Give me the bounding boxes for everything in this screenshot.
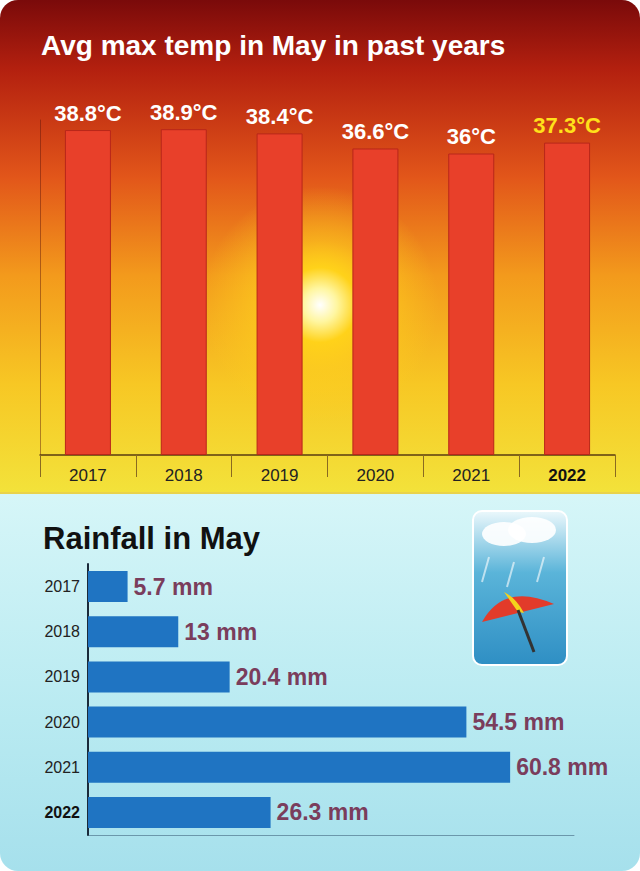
svg-text:38.9°C: 38.9°C <box>150 100 218 125</box>
svg-text:2020: 2020 <box>357 466 395 485</box>
svg-text:2022: 2022 <box>548 466 586 485</box>
svg-text:38.4°C: 38.4°C <box>246 104 314 129</box>
svg-text:2021: 2021 <box>44 759 80 776</box>
svg-text:36.6°C: 36.6°C <box>342 119 410 144</box>
svg-text:2018: 2018 <box>44 623 80 640</box>
svg-text:2018: 2018 <box>165 466 203 485</box>
svg-text:2019: 2019 <box>44 668 80 685</box>
svg-text:2020: 2020 <box>44 714 80 731</box>
svg-text:2021: 2021 <box>452 466 490 485</box>
svg-text:54.5 mm: 54.5 mm <box>472 709 564 735</box>
svg-text:20.4 mm: 20.4 mm <box>236 664 328 690</box>
svg-text:26.3 mm: 26.3 mm <box>277 799 369 825</box>
svg-text:2022: 2022 <box>44 804 80 821</box>
svg-text:5.7 mm: 5.7 mm <box>134 574 213 600</box>
svg-text:38.8°C: 38.8°C <box>54 101 122 126</box>
svg-text:13 mm: 13 mm <box>184 619 257 645</box>
svg-text:2017: 2017 <box>44 578 80 595</box>
svg-text:36°C: 36°C <box>447 124 496 149</box>
svg-text:Avg max temp in May in past ye: Avg max temp in May in past years <box>41 30 505 61</box>
svg-text:37.3°C: 37.3°C <box>533 113 601 138</box>
svg-text:2017: 2017 <box>69 466 107 485</box>
svg-text:Rainfall in May: Rainfall in May <box>43 521 261 556</box>
svg-text:60.8 mm: 60.8 mm <box>516 754 608 780</box>
svg-text:2019: 2019 <box>261 466 299 485</box>
